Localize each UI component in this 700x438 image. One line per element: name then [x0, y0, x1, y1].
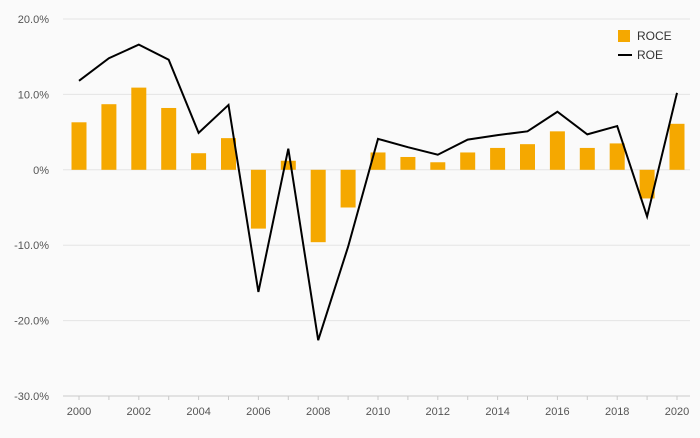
x-tick-label: 2002 — [127, 406, 151, 418]
roce-bar — [131, 87, 147, 170]
roce-bar — [280, 160, 296, 170]
x-tick-label: 2006 — [246, 406, 270, 418]
legend-label-roce: ROCE — [637, 29, 672, 43]
y-tick-label: -10.0% — [14, 240, 49, 252]
x-tick-label: 2012 — [426, 406, 450, 418]
x-tick-label: 2016 — [545, 406, 569, 418]
gridlines — [63, 18, 690, 322]
roe-line-series — [78, 43, 678, 341]
y-tick-label: -30.0% — [14, 391, 49, 403]
roce-bar — [101, 104, 117, 170]
roce-bar — [520, 144, 535, 170]
roce-bar — [161, 107, 177, 170]
axes: 20.0% 10.0% 0% -10.0% -20.0% -30.0% 2000 2002 20… — [14, 14, 690, 418]
y-tick-label: -20.0% — [14, 316, 49, 328]
roce-bar — [490, 147, 506, 170]
legend-label-roe: ROE — [637, 48, 663, 62]
roce-bar — [639, 169, 655, 199]
roce-bar — [669, 123, 685, 170]
legend-swatch-roce — [618, 30, 630, 42]
x-tick-label: 2008 — [306, 406, 330, 418]
roce-bar — [370, 152, 386, 170]
x-tick-label: 2020 — [665, 406, 689, 418]
roce-bar — [340, 169, 356, 208]
roce-bars — [71, 87, 685, 243]
y-tick-label: 0% — [33, 165, 49, 177]
roce-bar — [191, 153, 207, 170]
x-tick-label: 2000 — [67, 406, 91, 418]
x-tick-label: 2014 — [485, 406, 509, 418]
legend: ROCE ROE — [618, 29, 672, 62]
roce-bar — [549, 131, 565, 170]
y-tick-label: 20.0% — [18, 14, 49, 26]
roce-bar — [400, 156, 416, 170]
x-tick-label: 2004 — [186, 406, 210, 418]
roe-line — [78, 43, 678, 341]
roce-bar — [221, 138, 236, 170]
roce-bar — [609, 143, 625, 170]
x-tick-label: 2018 — [605, 406, 629, 418]
roce-bar — [430, 162, 446, 170]
y-tick-label: 10.0% — [18, 89, 49, 101]
roce-bar — [71, 122, 87, 170]
roce-bar — [460, 152, 476, 170]
roce-bar — [310, 169, 326, 243]
roce-bar — [250, 169, 266, 229]
roce-bar — [579, 147, 595, 170]
x-tick-label: 2010 — [366, 406, 390, 418]
